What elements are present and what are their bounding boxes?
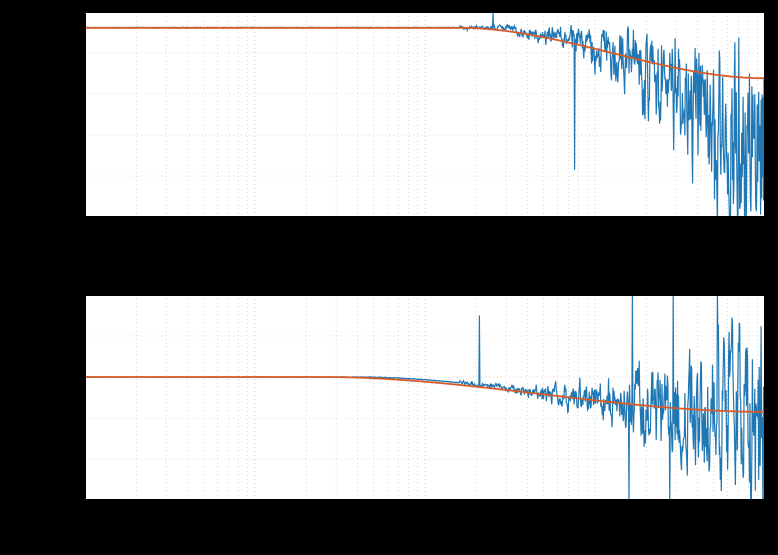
chart-svg <box>85 295 765 500</box>
signal-line <box>85 295 765 500</box>
axes-border <box>86 13 765 217</box>
signal-line <box>85 12 765 217</box>
x-ticks <box>85 217 765 225</box>
x-ticks <box>85 500 765 508</box>
bottom-chart-panel <box>85 295 765 500</box>
grid <box>85 295 765 500</box>
fit-line <box>85 377 765 412</box>
y-ticks <box>77 12 85 217</box>
grid <box>85 12 765 217</box>
y-ticks <box>77 295 85 500</box>
chart-svg <box>85 12 765 217</box>
top-chart-panel <box>85 12 765 217</box>
